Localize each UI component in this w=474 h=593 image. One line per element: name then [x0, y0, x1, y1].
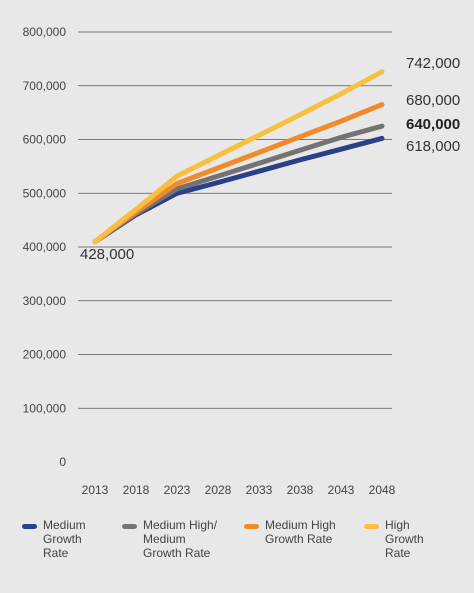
- x-tick-label: 2018: [123, 483, 150, 497]
- legend-item: Medium Growth Rate: [22, 518, 86, 560]
- legend-label: High Growth Rate: [385, 518, 424, 560]
- legend-swatch: [122, 524, 137, 529]
- series-line-0: [92, 135, 385, 245]
- legend-label: Medium High Growth Rate: [265, 518, 336, 546]
- y-tick-label: 500,000: [23, 186, 67, 200]
- y-tick-label: 600,000: [23, 133, 67, 147]
- x-tick-label: 2048: [369, 483, 396, 497]
- end-value-label: 640,000: [406, 116, 460, 133]
- x-tick-label: 2033: [246, 483, 273, 497]
- x-tick-label: 2023: [164, 483, 191, 497]
- x-tick-label: 2013: [82, 483, 109, 497]
- plot-area: 0 100,000 200,000 300,000 400,000 500,000 600,…: [23, 25, 461, 497]
- start-value-label: 428,000: [80, 246, 134, 263]
- end-value-label: 680,000: [406, 92, 460, 109]
- legend-item: Medium High/ Medium Growth Rate: [122, 518, 217, 560]
- y-tick-label: 200,000: [23, 348, 67, 362]
- y-tick-label: 300,000: [23, 294, 67, 308]
- legend-item: High Growth Rate: [364, 518, 424, 560]
- legend-label: Medium Growth Rate: [43, 518, 86, 560]
- x-tick-label: 2028: [205, 483, 232, 497]
- y-tick-label: 700,000: [23, 79, 67, 93]
- legend-item: Medium High Growth Rate: [244, 518, 336, 546]
- series-line-2: [92, 102, 385, 245]
- end-value-label: 618,000: [406, 138, 460, 155]
- y-tick-label: 100,000: [23, 401, 67, 415]
- legend-swatch: [244, 524, 259, 529]
- x-tick-label: 2043: [328, 483, 355, 497]
- y-tick-label: 800,000: [23, 25, 67, 39]
- end-value-label: 742,000: [406, 55, 460, 72]
- y-tick-label: 400,000: [23, 240, 67, 254]
- legend-swatch: [364, 524, 379, 529]
- x-tick-label: 2038: [287, 483, 314, 497]
- series-line-3: [92, 69, 385, 245]
- legend-label: Medium High/ Medium Growth Rate: [143, 518, 218, 560]
- y-tick-label: 0: [59, 455, 66, 469]
- legend-swatch: [22, 524, 37, 529]
- legend: Medium Growth Rate Medium High/ Medium Gr…: [0, 518, 474, 578]
